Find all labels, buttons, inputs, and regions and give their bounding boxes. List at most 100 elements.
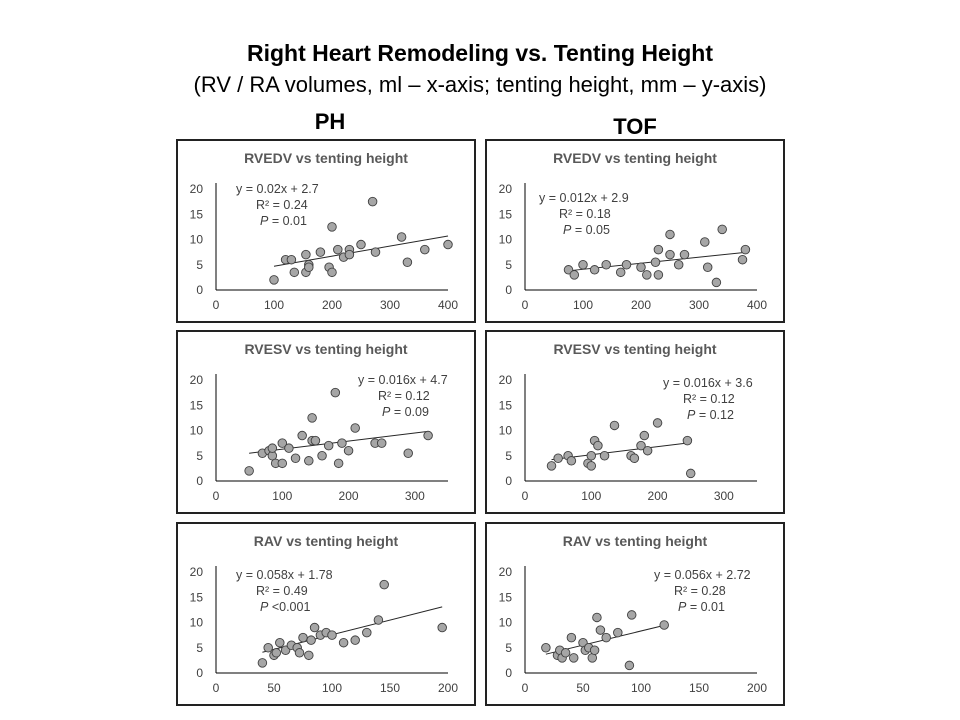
data-point <box>344 249 355 260</box>
chart-panel-tof-rvedv: RVEDV vs tenting height 0 5 10 15 20 0 100 200 30… <box>485 139 785 323</box>
chart-title: RVEDV vs tenting height <box>244 150 408 166</box>
p-value: P = 0.09 <box>382 405 429 419</box>
trendline <box>273 235 449 267</box>
data-point <box>737 254 748 265</box>
data-point <box>601 259 611 270</box>
data-point <box>595 625 606 635</box>
data-point <box>307 413 317 423</box>
data-point <box>333 244 343 255</box>
trend-equation: y = 0.016x + 3.6 <box>663 376 753 390</box>
y-tick-label: 10 <box>499 424 513 438</box>
y-tick-label: 15 <box>190 590 204 604</box>
data-point <box>592 612 602 623</box>
data-point <box>569 270 580 280</box>
data-point <box>589 265 600 275</box>
data-point <box>586 450 597 461</box>
data-point <box>642 270 652 280</box>
y-tick-label: 10 <box>190 616 204 630</box>
data-point <box>636 440 646 451</box>
data-point <box>639 430 650 441</box>
data-point <box>315 247 326 257</box>
data-point <box>333 458 344 469</box>
data-point <box>541 642 551 653</box>
data-point <box>673 259 684 270</box>
data-point <box>356 239 366 250</box>
data-point <box>370 247 381 257</box>
data-point <box>560 648 571 658</box>
group-label-tof: TOF <box>613 114 657 139</box>
data-point <box>263 642 273 653</box>
chart-panel-tof-rvesv: RVESV vs tenting height 0 5 10 15 20 0 100 200 30… <box>485 330 785 514</box>
y-tick-label: 20 <box>499 565 513 579</box>
p-value: P = 0.05 <box>563 223 610 237</box>
data-point <box>350 423 360 433</box>
p-symbol: P <box>687 408 696 422</box>
y-tick-label: 15 <box>499 207 513 221</box>
x-tick-label: 200 <box>339 489 359 503</box>
x-tick-label: 0 <box>213 298 220 312</box>
data-point <box>367 196 378 207</box>
r-squared: R² = 0.24 <box>256 198 308 212</box>
p-symbol: P <box>260 214 269 228</box>
y-tick-label: 5 <box>196 258 203 272</box>
data-point <box>327 630 337 640</box>
p-value-text: = 0.01 <box>268 214 307 228</box>
chart-title: RAV vs tenting height <box>254 533 399 549</box>
data-point <box>682 435 693 446</box>
chart-panel-ph-rav: RAV vs tenting height 0 5 10 15 20 0 50 100 150 20… <box>176 522 476 706</box>
p-symbol: P <box>563 223 572 237</box>
trendline <box>551 442 691 461</box>
r-squared: R² = 0.18 <box>559 207 611 221</box>
data-point <box>653 270 664 280</box>
y-tick-label: 0 <box>505 666 512 680</box>
data-point <box>586 461 597 471</box>
y-tick-label: 0 <box>196 474 203 488</box>
chart-panel-ph-rvedv: RVEDV vs tenting height 0 5 10 15 20 0 100 200 30… <box>176 139 476 323</box>
y-tick-label: 15 <box>499 398 513 412</box>
data-point <box>578 259 588 270</box>
x-tick-label: 200 <box>747 681 767 695</box>
data-point <box>626 610 637 620</box>
r-squared: R² = 0.49 <box>256 584 308 598</box>
data-point <box>327 222 337 232</box>
y-tick-label: 15 <box>190 398 204 412</box>
data-point <box>599 450 610 461</box>
data-point <box>613 627 623 638</box>
x-tick-label: 50 <box>267 681 281 695</box>
x-tick-label: 100 <box>322 681 342 695</box>
data-point <box>317 450 327 461</box>
y-tick-label: 0 <box>505 283 512 297</box>
chart-panel-tof-rav: RAV vs tenting height 0 5 10 15 20 0 50 100 150 20… <box>485 522 785 706</box>
x-tick-label: 100 <box>272 489 292 503</box>
data-point <box>337 438 347 448</box>
data-point <box>257 658 268 668</box>
data-point <box>615 267 626 278</box>
y-tick-label: 5 <box>505 258 512 272</box>
y-tick-label: 20 <box>190 373 204 387</box>
data-point <box>636 262 646 273</box>
data-point <box>275 637 285 648</box>
data-point <box>702 262 713 273</box>
y-tick-label: 10 <box>499 616 513 630</box>
data-point <box>306 635 316 645</box>
data-point <box>301 249 311 260</box>
trend-equation: y = 0.012x + 2.9 <box>539 191 629 205</box>
y-tick-label: 0 <box>505 474 512 488</box>
data-point <box>443 239 453 250</box>
y-tick-label: 10 <box>190 424 204 438</box>
x-tick-label: 200 <box>648 489 668 503</box>
data-point <box>277 438 288 448</box>
p-symbol: P <box>678 600 687 614</box>
data-point <box>566 456 577 466</box>
p-value-text: = 0.01 <box>686 600 725 614</box>
x-tick-label: 0 <box>522 681 529 695</box>
data-point <box>679 249 690 260</box>
data-point <box>310 435 321 446</box>
data-point <box>659 620 669 630</box>
p-value-text: = 0.09 <box>390 405 429 419</box>
data-point <box>642 445 653 456</box>
